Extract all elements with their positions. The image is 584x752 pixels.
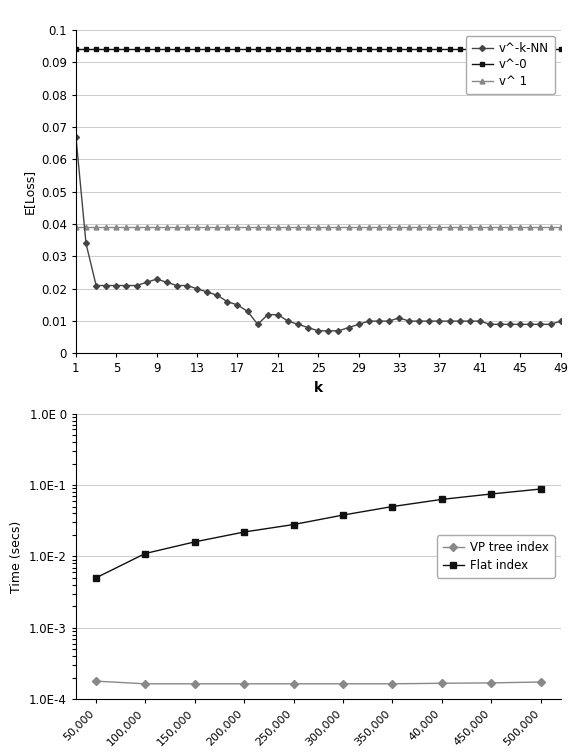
- X-axis label: k: k: [314, 381, 323, 395]
- Legend: VP tree index, Flat index: VP tree index, Flat index: [437, 535, 555, 578]
- Y-axis label: E[Loss]: E[Loss]: [22, 169, 36, 214]
- Y-axis label: Time (secs): Time (secs): [11, 520, 23, 593]
- Legend: v^-k-NN, v^-0, v^ 1: v^-k-NN, v^-0, v^ 1: [466, 36, 555, 94]
